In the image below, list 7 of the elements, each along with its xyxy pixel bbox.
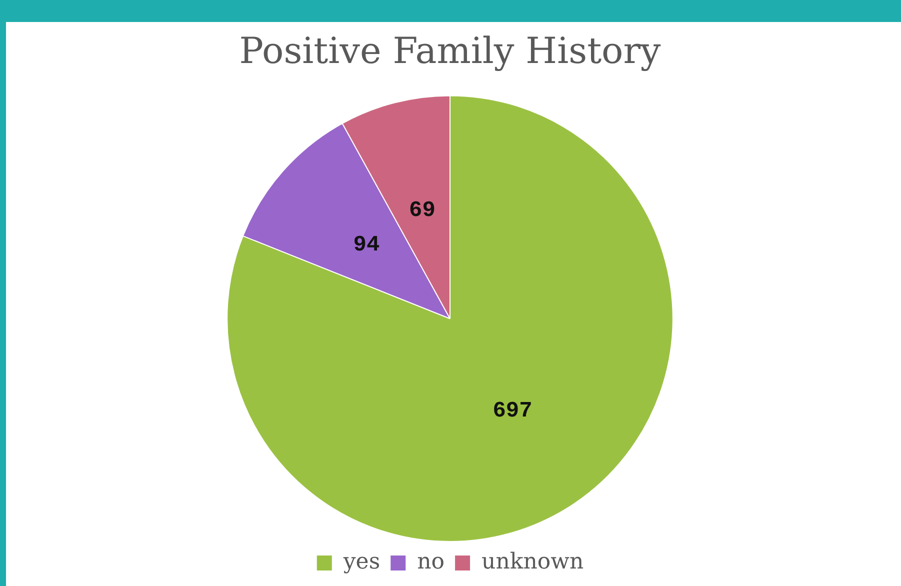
data-label: 697	[492, 398, 532, 424]
legend-label: no	[417, 550, 445, 575]
data-label: 94	[353, 232, 380, 258]
data-label: 69	[409, 198, 436, 224]
legend-label: yes	[342, 550, 380, 575]
chart-title: Positive Family History	[239, 30, 662, 72]
legend-label: unknown	[482, 550, 584, 575]
